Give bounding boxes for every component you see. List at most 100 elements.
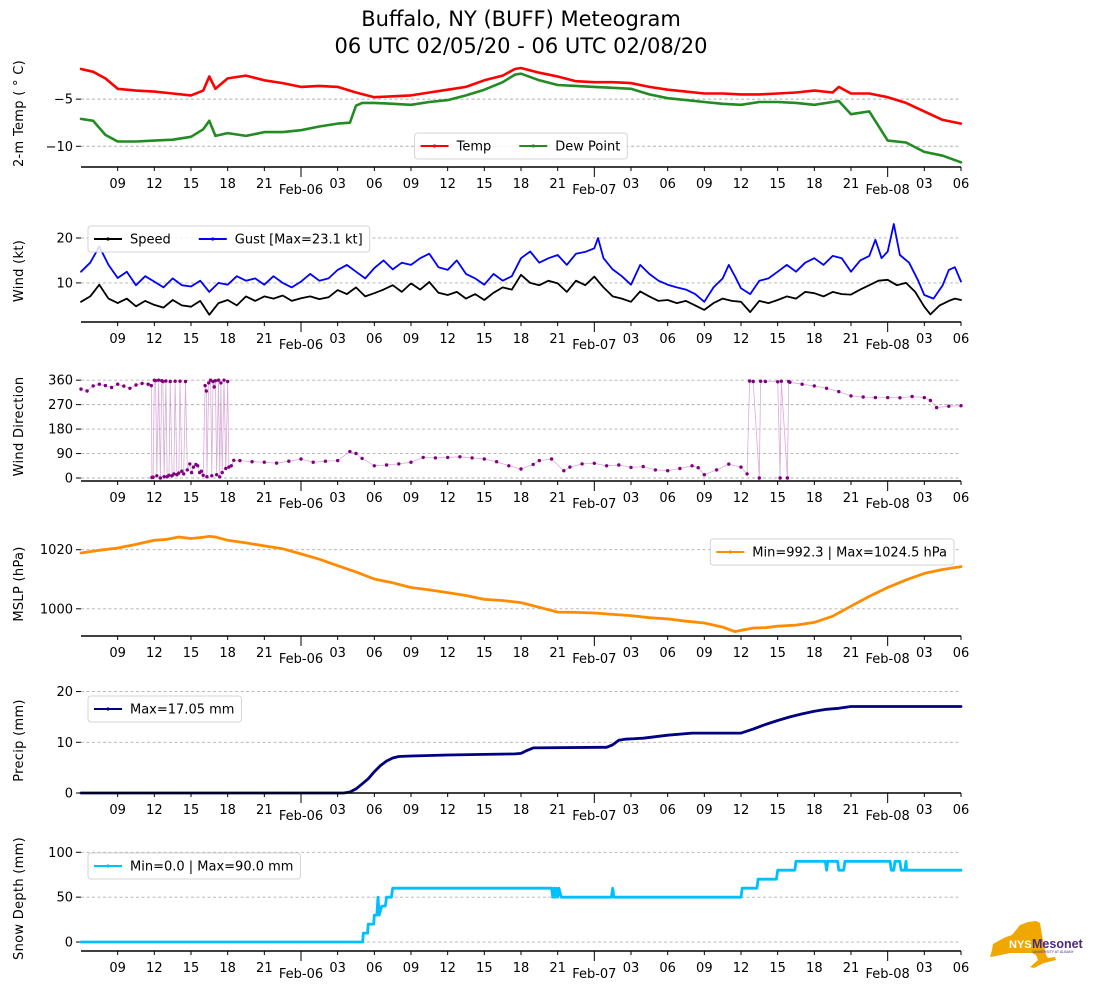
x-tick-label: 18 xyxy=(806,177,823,192)
series-line-dew-point xyxy=(79,72,963,164)
data-point xyxy=(287,459,291,463)
logo-sub-text: UNIVERSITY AT ALBANY xyxy=(1033,950,1075,954)
data-point xyxy=(739,465,743,469)
data-point xyxy=(785,476,790,480)
data-point xyxy=(763,379,768,384)
data-point xyxy=(238,458,242,463)
x-date-label: Feb-06 xyxy=(279,652,323,667)
data-point xyxy=(849,394,853,398)
y-tick-label: 360 xyxy=(48,374,73,389)
x-tick-label: 06 xyxy=(366,332,383,347)
x-tick-label: 06 xyxy=(953,491,970,506)
legend-label: Min=0.0 | Max=90.0 mm xyxy=(130,860,293,875)
x-tick-label: 06 xyxy=(366,177,383,192)
data-point xyxy=(348,449,352,454)
data-point xyxy=(158,476,163,480)
data-point xyxy=(188,462,192,466)
data-point xyxy=(910,394,914,399)
x-tick-label: 21 xyxy=(843,491,860,506)
x-tick-label: 12 xyxy=(439,491,456,506)
data-point xyxy=(446,455,450,460)
y-tick-label: 10 xyxy=(56,276,73,291)
legend-box xyxy=(87,225,371,253)
x-date-label: Feb-07 xyxy=(572,497,616,512)
data-point xyxy=(397,462,401,466)
data-point xyxy=(531,462,535,467)
data-point xyxy=(85,389,89,393)
data-point xyxy=(507,464,511,468)
legend: Max=17.05 mm xyxy=(87,695,242,723)
data-point xyxy=(336,458,340,463)
x-tick-label: 09 xyxy=(403,491,420,506)
y-tick-label: −10 xyxy=(46,140,73,155)
legend-entry: Gust [Max=23.1 kt] xyxy=(198,233,363,248)
x-tick-label: 09 xyxy=(403,332,420,347)
data-point xyxy=(213,379,218,383)
x-tick-label: 12 xyxy=(146,646,163,661)
x-tick-label: 21 xyxy=(256,332,273,347)
x-tick-label: 15 xyxy=(769,646,786,661)
x-tick-label: 06 xyxy=(953,646,970,661)
x-tick-label: 15 xyxy=(183,491,200,506)
x-tick-label: 15 xyxy=(183,332,200,347)
legend-box xyxy=(87,852,301,880)
x-tick-label: 12 xyxy=(439,646,456,661)
x-tick-label: 12 xyxy=(146,177,163,192)
x-tick-label: 12 xyxy=(733,646,750,661)
x-date-label: Feb-08 xyxy=(866,652,910,667)
data-point xyxy=(122,384,126,388)
x-tick-label: 09 xyxy=(696,646,713,661)
x-tick-label: 21 xyxy=(843,961,860,976)
x-date-label: Feb-06 xyxy=(279,497,323,512)
x-tick-label: 06 xyxy=(953,177,970,192)
x-tick-label: 09 xyxy=(109,646,126,661)
x-tick-label: 09 xyxy=(403,803,420,818)
data-point xyxy=(779,379,783,383)
y-tick-label: 20 xyxy=(56,685,73,700)
data-point xyxy=(207,381,211,385)
x-tick-label: 18 xyxy=(219,177,236,192)
x-tick-label: 12 xyxy=(146,491,163,506)
x-tick-label: 18 xyxy=(806,332,823,347)
data-point xyxy=(232,458,236,462)
x-tick-label: 12 xyxy=(439,803,456,818)
series-line-min-992-3-max-1024-5-hpa xyxy=(79,535,963,633)
x-tick-label: 06 xyxy=(659,491,676,506)
y-tick-label: 10 xyxy=(56,736,73,751)
data-point xyxy=(604,464,609,468)
x-date-label: Feb-06 xyxy=(279,809,323,824)
data-point xyxy=(323,459,328,463)
x-tick-label: 15 xyxy=(769,803,786,818)
data-point xyxy=(934,405,939,410)
y-tick-label: 0 xyxy=(65,936,73,951)
data-point xyxy=(299,457,303,461)
legend-entry: Speed xyxy=(94,233,171,248)
x-tick-label: 03 xyxy=(623,332,640,347)
x-tick-label: 06 xyxy=(366,646,383,661)
x-tick-label: 18 xyxy=(219,961,236,976)
x-date-label: Feb-07 xyxy=(572,338,616,353)
x-tick-label: 18 xyxy=(806,646,823,661)
y-tick-label: 100 xyxy=(48,846,73,861)
data-point xyxy=(91,384,95,388)
data-point xyxy=(873,395,878,400)
data-point xyxy=(629,465,633,470)
nys-mesonet-logo: NYS Mesonet UNIVERSITY AT ALBANY xyxy=(990,921,1084,968)
x-tick-label: 21 xyxy=(256,177,273,192)
data-point xyxy=(222,378,226,382)
data-point xyxy=(177,471,181,475)
x-tick-label: 03 xyxy=(329,961,346,976)
data-point xyxy=(155,474,159,478)
x-tick-label: 03 xyxy=(329,491,346,506)
legend-entry: Min=992.3 | Max=1024.5 hPa xyxy=(716,546,947,561)
y-axis-label: Wind (kt) xyxy=(12,240,27,302)
x-tick-label: 18 xyxy=(806,961,823,976)
x-tick-label: 18 xyxy=(513,177,530,192)
x-tick-label: 21 xyxy=(256,491,273,506)
data-point xyxy=(800,382,804,386)
x-tick-label: 12 xyxy=(733,332,750,347)
data-point xyxy=(161,379,165,384)
x-tick-label: 09 xyxy=(696,803,713,818)
x-date-label: Feb-07 xyxy=(572,652,616,667)
